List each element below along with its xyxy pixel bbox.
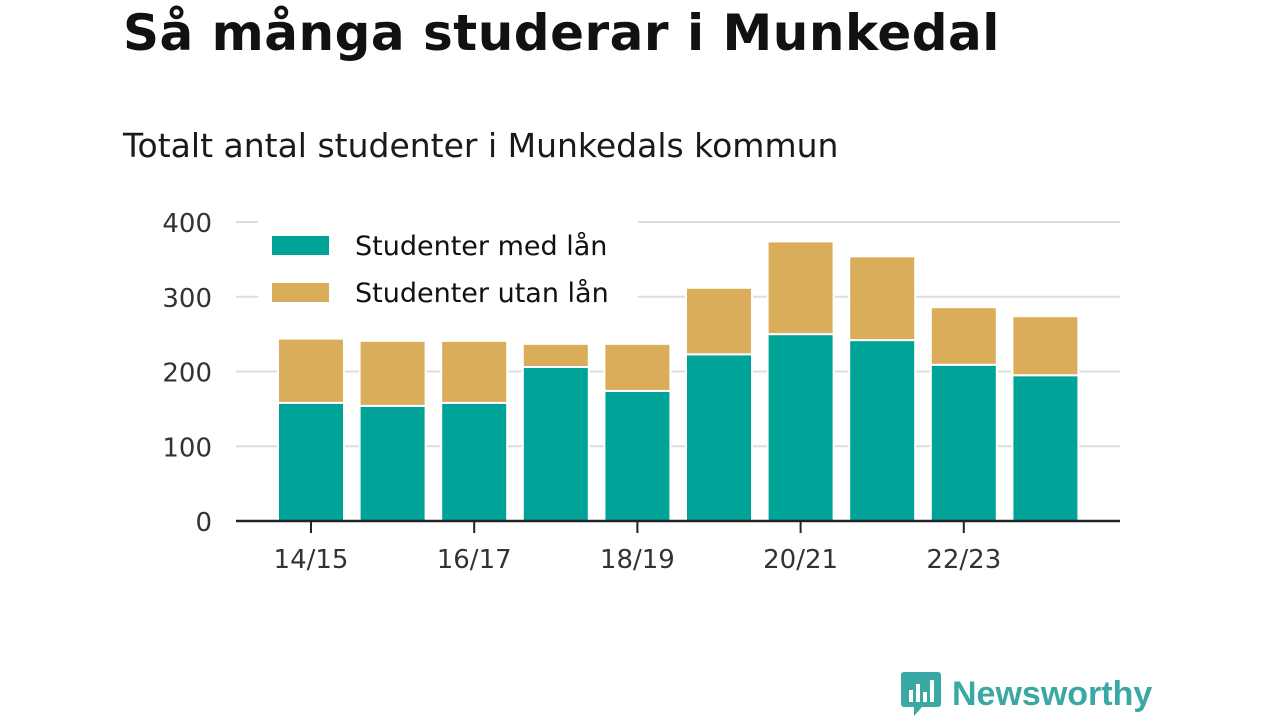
newsworthy-logo-icon bbox=[901, 672, 941, 716]
bar-segment bbox=[277, 401, 345, 522]
bar-segment bbox=[929, 363, 998, 522]
y-tick-label: 300 bbox=[162, 284, 212, 314]
y-tick-label: 0 bbox=[195, 508, 212, 538]
x-tick-label: 20/21 bbox=[763, 545, 838, 575]
bar-segment bbox=[766, 240, 835, 336]
chart-subtitle: Totalt antal studenter i Munkedals kommu… bbox=[123, 126, 839, 165]
bar-segment bbox=[1011, 315, 1080, 377]
bar-segment bbox=[603, 342, 672, 392]
x-tick-label: 14/15 bbox=[274, 545, 349, 575]
legend-swatch bbox=[272, 283, 329, 302]
bar-segment bbox=[766, 333, 835, 522]
bar-segment bbox=[1011, 374, 1080, 522]
legend-label: Studenter utan lån bbox=[355, 278, 609, 309]
x-tick-label: 18/19 bbox=[600, 545, 675, 575]
y-tick-label: 200 bbox=[162, 359, 212, 389]
bar-segment bbox=[848, 339, 917, 523]
y-tick-label: 100 bbox=[162, 433, 212, 463]
bar-segment bbox=[685, 286, 753, 356]
bar-segment bbox=[603, 389, 672, 522]
bar-segment bbox=[521, 342, 590, 369]
brand-footer: Newsworthy bbox=[900, 670, 1152, 718]
legend-label: Studenter med lån bbox=[355, 231, 607, 262]
page-title: Så många studerar i Munkedal bbox=[123, 4, 1000, 62]
bar-segment bbox=[440, 401, 509, 522]
bar-segment bbox=[685, 353, 753, 522]
x-tick-label: 22/23 bbox=[926, 545, 1001, 575]
bar-segment bbox=[929, 306, 998, 366]
bar-segment bbox=[440, 339, 509, 404]
bar-segment bbox=[848, 255, 917, 342]
x-tick-label: 16/17 bbox=[437, 545, 512, 575]
stacked-bar-chart: 0 100 200 300 400 14/15 16/17 18/19 20/21 22/23 St… bbox=[162, 209, 1120, 575]
brand-name: Newsworthy bbox=[952, 674, 1153, 713]
bar-segment bbox=[521, 366, 590, 523]
bar-segment bbox=[358, 404, 427, 523]
y-tick-label: 400 bbox=[162, 209, 212, 239]
bar-segment bbox=[358, 339, 427, 407]
legend-swatch bbox=[272, 236, 329, 255]
bar-segment bbox=[277, 337, 345, 404]
